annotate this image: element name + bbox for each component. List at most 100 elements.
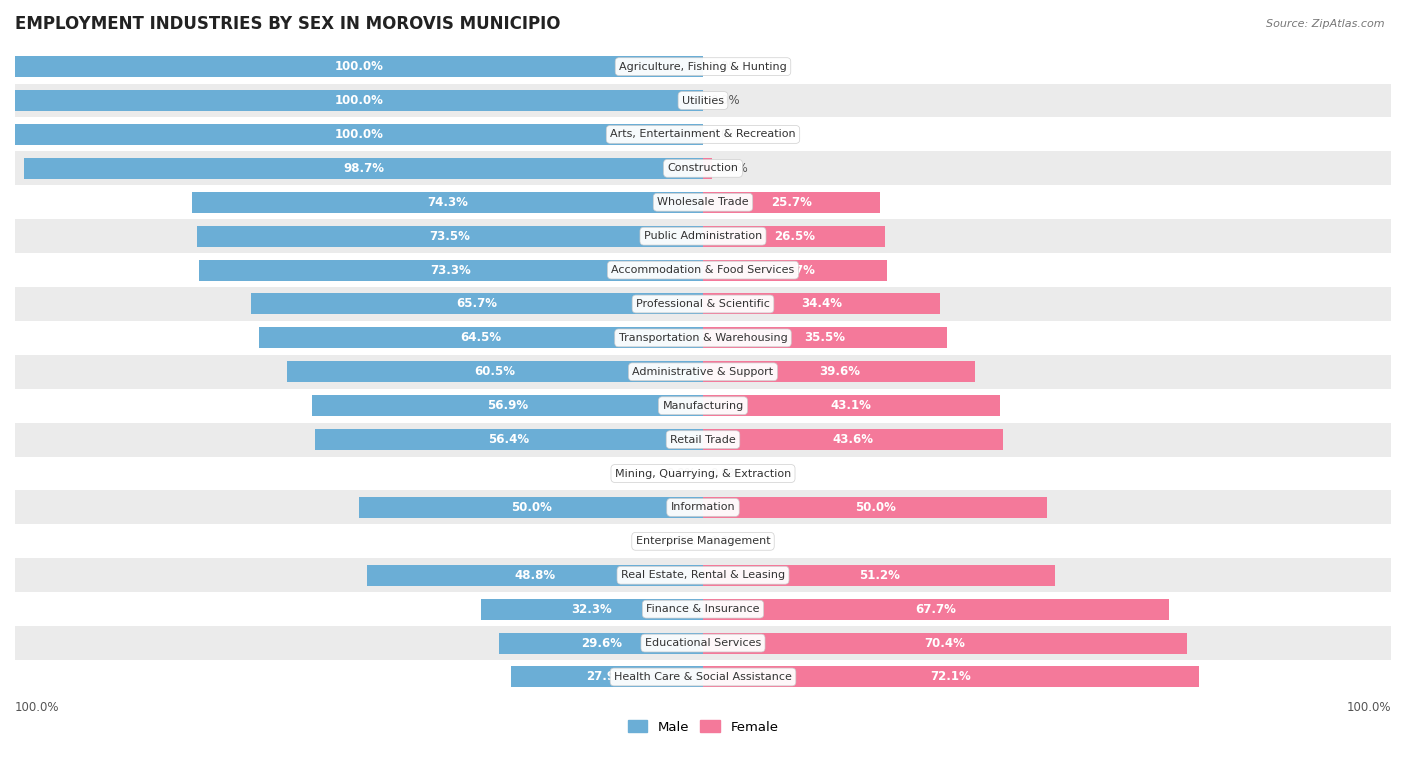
Text: 60.5%: 60.5% bbox=[474, 365, 516, 378]
Bar bbox=[312, 395, 703, 416]
Bar bbox=[15, 117, 1391, 151]
Text: 56.9%: 56.9% bbox=[486, 399, 527, 412]
Bar bbox=[15, 490, 1391, 525]
Text: 73.5%: 73.5% bbox=[430, 230, 471, 243]
Bar bbox=[15, 151, 1391, 185]
Text: Administrative & Support: Administrative & Support bbox=[633, 367, 773, 377]
Text: 70.4%: 70.4% bbox=[925, 636, 966, 650]
Bar bbox=[197, 226, 703, 247]
Text: 1.3%: 1.3% bbox=[718, 162, 748, 175]
Bar bbox=[15, 423, 1391, 456]
Bar bbox=[287, 362, 703, 383]
Text: 43.6%: 43.6% bbox=[832, 433, 873, 446]
Text: 65.7%: 65.7% bbox=[457, 297, 498, 310]
Bar bbox=[703, 293, 939, 314]
Bar bbox=[703, 327, 948, 348]
Bar bbox=[15, 660, 1391, 694]
Text: 29.6%: 29.6% bbox=[581, 636, 621, 650]
Bar bbox=[15, 355, 1391, 389]
Text: 74.3%: 74.3% bbox=[427, 196, 468, 209]
Bar bbox=[252, 293, 703, 314]
Text: 43.1%: 43.1% bbox=[831, 399, 872, 412]
Bar bbox=[703, 226, 886, 247]
Bar bbox=[499, 632, 703, 653]
Text: Transportation & Warehousing: Transportation & Warehousing bbox=[619, 333, 787, 343]
Text: EMPLOYMENT INDUSTRIES BY SEX IN MOROVIS MUNICIPIO: EMPLOYMENT INDUSTRIES BY SEX IN MOROVIS … bbox=[15, 15, 561, 33]
Bar bbox=[15, 389, 1391, 423]
Text: Finance & Insurance: Finance & Insurance bbox=[647, 605, 759, 614]
Bar bbox=[703, 395, 1000, 416]
Text: 0.0%: 0.0% bbox=[666, 535, 696, 548]
Bar bbox=[15, 253, 1391, 287]
Text: Public Administration: Public Administration bbox=[644, 231, 762, 241]
Bar bbox=[703, 632, 1187, 653]
Bar bbox=[703, 158, 711, 178]
Bar bbox=[703, 565, 1056, 586]
Text: 35.5%: 35.5% bbox=[804, 331, 845, 345]
Bar bbox=[15, 321, 1391, 355]
Text: Enterprise Management: Enterprise Management bbox=[636, 536, 770, 546]
Text: 0.0%: 0.0% bbox=[710, 94, 740, 107]
Text: 67.7%: 67.7% bbox=[915, 603, 956, 615]
Legend: Male, Female: Male, Female bbox=[627, 720, 779, 733]
Text: 25.7%: 25.7% bbox=[770, 196, 811, 209]
Bar bbox=[703, 362, 976, 383]
Text: 48.8%: 48.8% bbox=[515, 569, 555, 582]
Text: 0.0%: 0.0% bbox=[666, 467, 696, 480]
Text: Educational Services: Educational Services bbox=[645, 638, 761, 648]
Text: 56.4%: 56.4% bbox=[488, 433, 530, 446]
Bar bbox=[703, 429, 1002, 450]
Text: 51.2%: 51.2% bbox=[859, 569, 900, 582]
Bar bbox=[15, 592, 1391, 626]
Text: 0.0%: 0.0% bbox=[710, 128, 740, 141]
Bar bbox=[15, 626, 1391, 660]
Text: Agriculture, Fishing & Hunting: Agriculture, Fishing & Hunting bbox=[619, 61, 787, 71]
Text: 100.0%: 100.0% bbox=[335, 94, 384, 107]
Text: Wholesale Trade: Wholesale Trade bbox=[657, 197, 749, 207]
Text: 26.7%: 26.7% bbox=[775, 264, 815, 276]
Bar bbox=[359, 497, 703, 518]
Bar bbox=[259, 327, 703, 348]
Bar bbox=[15, 84, 1391, 117]
Text: Health Care & Social Assistance: Health Care & Social Assistance bbox=[614, 672, 792, 682]
Text: 100.0%: 100.0% bbox=[1347, 702, 1391, 715]
Text: Source: ZipAtlas.com: Source: ZipAtlas.com bbox=[1267, 19, 1385, 29]
Text: 50.0%: 50.0% bbox=[855, 501, 896, 514]
Bar bbox=[15, 90, 703, 111]
Bar bbox=[15, 525, 1391, 558]
Bar bbox=[15, 185, 1391, 219]
Bar bbox=[315, 429, 703, 450]
Text: Construction: Construction bbox=[668, 164, 738, 173]
Bar bbox=[15, 287, 1391, 321]
Text: Retail Trade: Retail Trade bbox=[671, 435, 735, 445]
Bar bbox=[191, 192, 703, 213]
Text: 34.4%: 34.4% bbox=[801, 297, 842, 310]
Text: Accommodation & Food Services: Accommodation & Food Services bbox=[612, 265, 794, 275]
Text: 39.6%: 39.6% bbox=[818, 365, 859, 378]
Text: Real Estate, Rental & Leasing: Real Estate, Rental & Leasing bbox=[621, 570, 785, 580]
Text: Utilities: Utilities bbox=[682, 95, 724, 106]
Text: 32.3%: 32.3% bbox=[571, 603, 612, 615]
Text: Mining, Quarrying, & Extraction: Mining, Quarrying, & Extraction bbox=[614, 469, 792, 479]
Text: 0.0%: 0.0% bbox=[710, 60, 740, 73]
Text: 26.5%: 26.5% bbox=[773, 230, 814, 243]
Bar bbox=[15, 56, 703, 77]
Bar bbox=[703, 598, 1168, 620]
Bar bbox=[481, 598, 703, 620]
Text: 64.5%: 64.5% bbox=[461, 331, 502, 345]
Text: 73.3%: 73.3% bbox=[430, 264, 471, 276]
Bar bbox=[15, 456, 1391, 490]
Bar bbox=[703, 259, 887, 281]
Bar bbox=[703, 497, 1047, 518]
Text: 27.9%: 27.9% bbox=[586, 670, 627, 684]
Text: 50.0%: 50.0% bbox=[510, 501, 551, 514]
Text: Arts, Entertainment & Recreation: Arts, Entertainment & Recreation bbox=[610, 130, 796, 140]
Bar bbox=[15, 219, 1391, 253]
Bar bbox=[15, 50, 1391, 84]
Text: Manufacturing: Manufacturing bbox=[662, 400, 744, 411]
Text: Information: Information bbox=[671, 502, 735, 512]
Bar bbox=[703, 192, 880, 213]
Text: 72.1%: 72.1% bbox=[931, 670, 972, 684]
Bar bbox=[15, 558, 1391, 592]
Bar bbox=[24, 158, 703, 178]
